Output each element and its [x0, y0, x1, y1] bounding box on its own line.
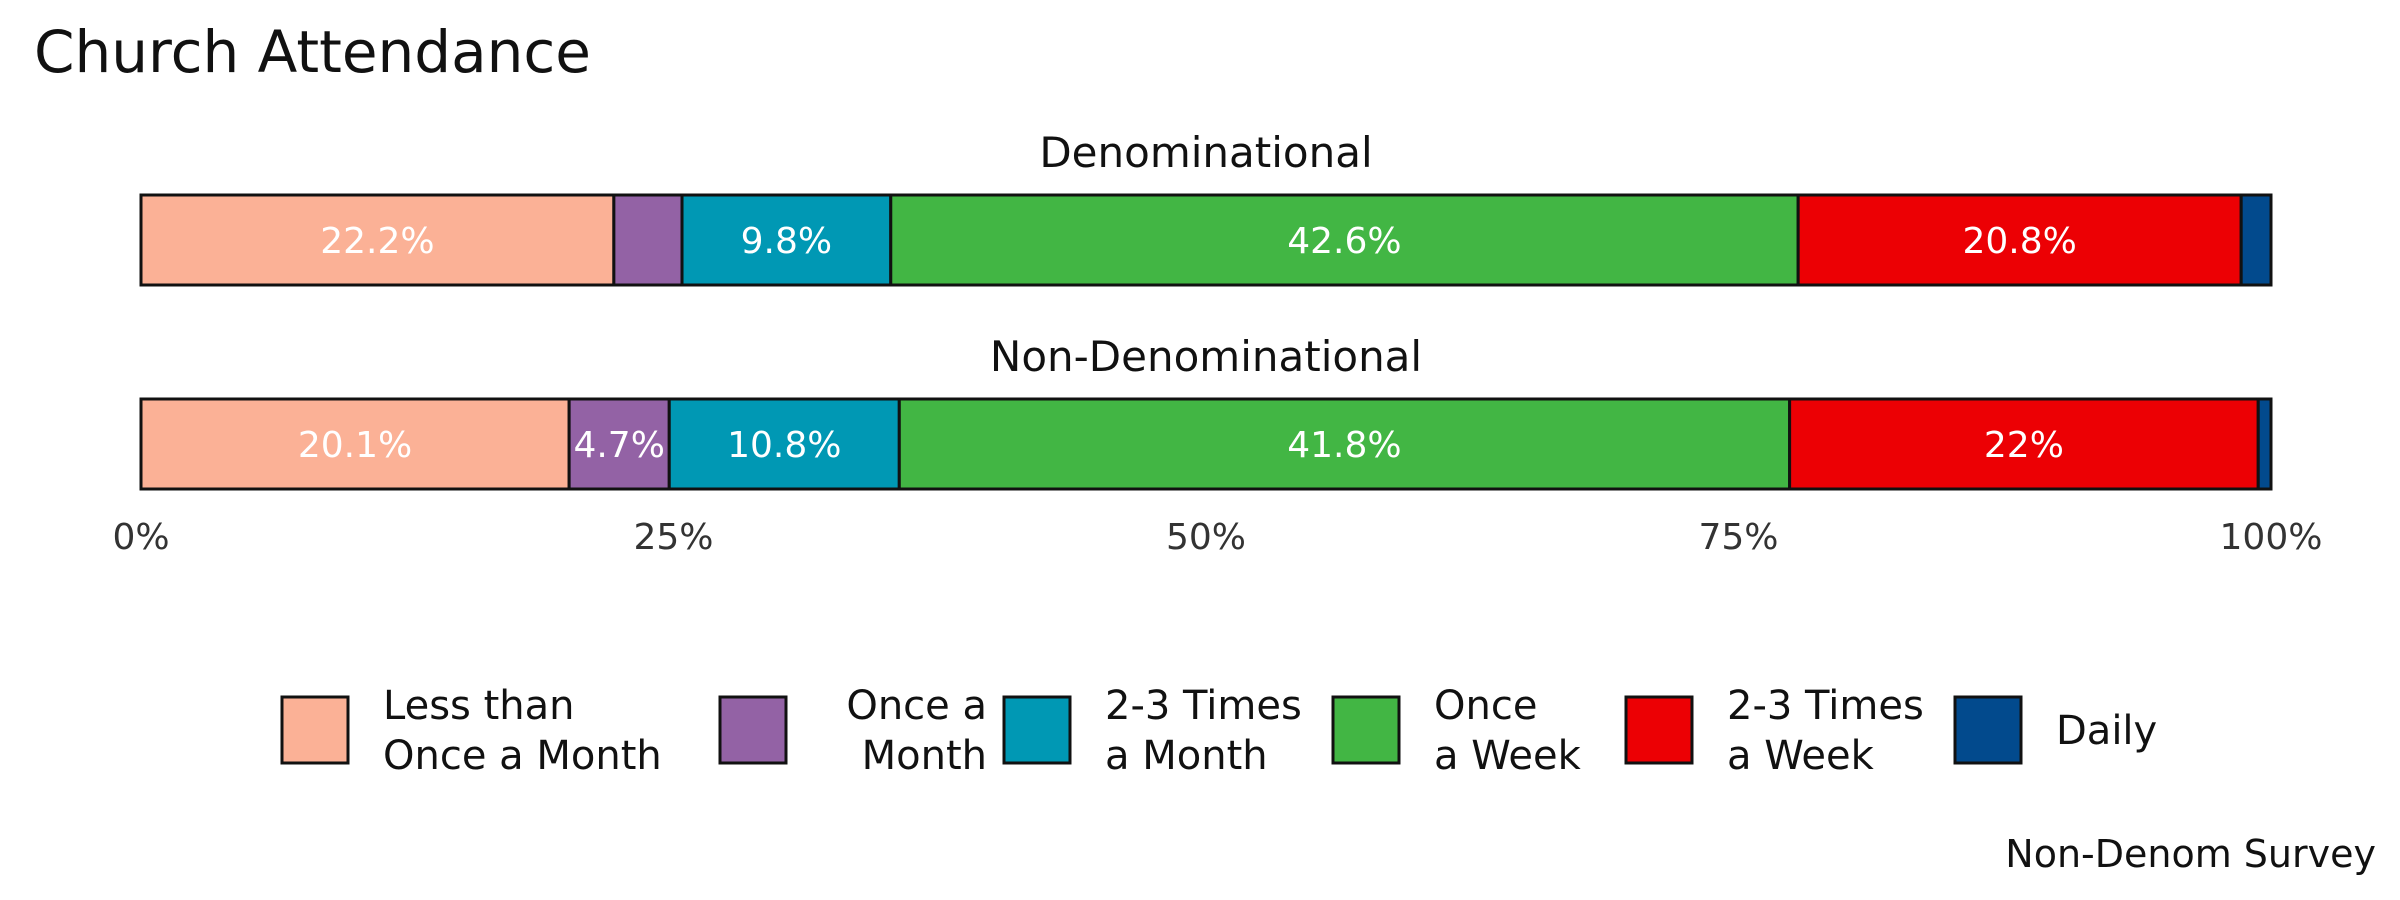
- chart-caption: Non-Denom Survey: [2005, 832, 2376, 876]
- bar-segment-non-denominational-less-than-once-a-month: [139, 397, 571, 491]
- data-label-non-denominational-less-than-once-a-month: 20.1%: [298, 425, 412, 466]
- bar-segment-non-denominational-2-3-times-a-month: [667, 397, 901, 491]
- legend-swatch-daily: [1953, 695, 2023, 765]
- legend-item-daily: Daily: [1953, 695, 2157, 765]
- legend-swatch-2-3-times-a-month: [1002, 695, 1072, 765]
- legend-label-2-3-times-a-month: 2-3 Times: [1105, 683, 1302, 729]
- legend-label-once-a-month: Month: [862, 733, 987, 779]
- bar-group-denominational: Denominational 22.2% 9.8% 42.6% 20.8%: [139, 128, 2273, 287]
- data-label-non-denominational-once-a-month: 4.7%: [573, 425, 664, 466]
- x-tick-label: 50%: [1166, 517, 1246, 558]
- x-tick-label: 100%: [2220, 517, 2323, 558]
- x-tick-label: 25%: [633, 517, 713, 558]
- bar-segment-denominational-daily: [2239, 193, 2273, 287]
- data-label-denominational-2-3-times-a-week: 20.8%: [1962, 221, 2076, 262]
- data-label-denominational-once-a-week: 42.6%: [1287, 221, 1401, 262]
- bar-segment-denominational-once-a-month: [612, 193, 684, 287]
- x-tick-label: 75%: [1698, 517, 1778, 558]
- bar-segment-non-denominational-once-a-month: [567, 397, 671, 491]
- x-tick-label: 0%: [112, 517, 169, 558]
- legend-label-once-a-month: Once a: [846, 683, 987, 729]
- data-label-non-denominational-2-3-times-a-month: 10.8%: [727, 425, 841, 466]
- x-axis: 0% 25% 50% 75% 100%: [112, 517, 2322, 558]
- legend-label-2-3-times-a-week: 2-3 Times: [1727, 683, 1924, 729]
- legend-label-2-3-times-a-month: a Month: [1105, 733, 1268, 779]
- group-label-denominational: Denominational: [1039, 128, 1372, 177]
- legend-swatch-once-a-week: [1331, 695, 1401, 765]
- data-label-non-denominational-once-a-week: 41.8%: [1287, 425, 1401, 466]
- bar-segment-non-denominational-once-a-week: [897, 397, 1792, 491]
- bar-group-non-denominational: Non-Denominational 20.1% 4.7% 10.8% 41.8% 22%: [139, 332, 2273, 491]
- legend-label-2-3-times-a-week: a Week: [1727, 733, 1875, 779]
- data-label-denominational-2-3-times-a-month: 9.8%: [741, 221, 832, 262]
- legend-swatch-once-a-month: [718, 695, 788, 765]
- legend-swatch-less-than-once-a-month: [280, 695, 350, 765]
- data-label-denominational-less-than-once-a-month: 22.2%: [320, 221, 434, 262]
- legend-swatch-2-3-times-a-week: [1624, 695, 1694, 765]
- bar-segment-denominational-less-than-once-a-month: [139, 193, 616, 287]
- legend-label-less-than-once-a-month: Less than: [383, 683, 574, 729]
- group-label-non-denominational: Non-Denominational: [990, 332, 1422, 381]
- bars-layer: Denominational 22.2% 9.8% 42.6% 20.8% Non-Den…: [139, 128, 2273, 491]
- data-label-non-denominational-2-3-times-a-week: 22%: [1984, 425, 2064, 466]
- bar-segment-denominational-2-3-times-a-month: [680, 193, 893, 287]
- legend-label-once-a-week: Once: [1434, 683, 1537, 729]
- legend-label-daily: Daily: [2056, 708, 2157, 754]
- bar-segment-non-denominational-2-3-times-a-week: [1788, 397, 2260, 491]
- bar-segment-non-denominational-daily: [2256, 397, 2273, 491]
- legend-label-once-a-week: a Week: [1434, 733, 1582, 779]
- chart-title: Church Attendance: [34, 18, 591, 86]
- legend-label-less-than-once-a-month: Once a Month: [383, 733, 662, 779]
- bar-segment-denominational-once-a-week: [889, 193, 1800, 287]
